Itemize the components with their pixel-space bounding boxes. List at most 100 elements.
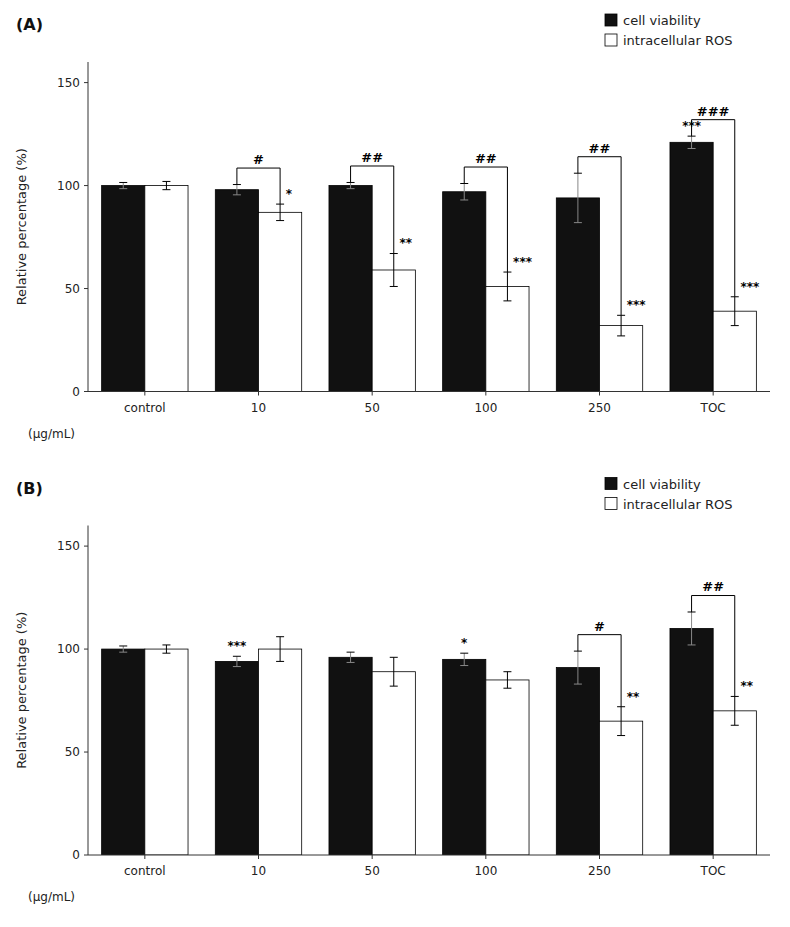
bar — [670, 628, 713, 855]
error-bar — [503, 272, 511, 301]
legend: cell viabilityintracellular ROS — [605, 13, 732, 48]
error-bar — [731, 696, 739, 725]
bracket-leg — [691, 120, 692, 136]
error-cap — [119, 645, 127, 646]
bracket-label: # — [253, 152, 264, 167]
error-line — [577, 651, 578, 684]
bracket-leg — [393, 166, 394, 254]
bracket: ## — [578, 141, 621, 316]
significance-label: *** — [740, 280, 760, 294]
x-tick-label: 10 — [251, 864, 266, 878]
error-cap — [731, 325, 739, 326]
error-bar — [460, 653, 468, 665]
error-bar — [617, 707, 625, 736]
x-axis — [88, 855, 770, 856]
x-tick — [599, 392, 600, 396]
bracket-label: # — [594, 619, 605, 634]
bracket-leg — [280, 168, 281, 204]
x-tick-label: 50 — [365, 401, 380, 415]
significance-label: * — [461, 636, 468, 650]
bar — [145, 186, 188, 392]
bar — [372, 270, 415, 392]
x-tick-label: 100 — [474, 864, 497, 878]
error-cap — [119, 652, 127, 653]
error-line — [236, 185, 237, 195]
error-bar — [347, 182, 355, 188]
error-cap — [617, 735, 625, 736]
y-tick — [84, 855, 88, 856]
error-cap — [162, 644, 170, 645]
marks — [102, 612, 757, 855]
error-bar — [162, 181, 170, 189]
y-tick-label: 50 — [65, 745, 80, 759]
bar — [443, 659, 486, 855]
panel-title: (B) — [16, 479, 43, 498]
error-cap — [233, 194, 241, 195]
bar — [259, 212, 302, 391]
significance-label: ** — [627, 690, 640, 704]
bracket-leg — [691, 596, 692, 612]
error-bar — [347, 652, 355, 662]
x-tick-label: 100 — [474, 401, 497, 415]
bar — [372, 672, 415, 855]
bracket-bar — [578, 634, 621, 635]
legend-label: cell viability — [623, 477, 701, 492]
significance-label: * — [286, 187, 293, 201]
y-tick — [84, 649, 88, 650]
bracket: # — [578, 619, 621, 707]
error-line — [393, 254, 394, 287]
error-cap — [162, 189, 170, 190]
bracket-leg — [577, 157, 578, 173]
error-cap — [276, 661, 284, 662]
bracket-bar — [351, 165, 394, 166]
error-bar — [574, 173, 582, 222]
error-cap — [390, 657, 398, 658]
marks — [102, 136, 757, 391]
error-bar — [390, 657, 398, 686]
x-tick-label: 50 — [365, 864, 380, 878]
y-tick — [84, 185, 88, 186]
error-bar — [460, 184, 468, 200]
error-line — [350, 182, 351, 188]
bracket-leg — [621, 635, 622, 707]
x-axis-label: (μg/mL) — [28, 890, 75, 904]
bar — [215, 190, 258, 392]
x-tick-label: TOC — [700, 401, 726, 415]
y-tick — [84, 82, 88, 83]
bar — [670, 142, 713, 391]
bar — [145, 649, 188, 855]
error-cap — [162, 181, 170, 182]
error-line — [393, 657, 394, 686]
error-bar — [276, 637, 284, 662]
error-cap — [233, 666, 241, 667]
bracket-bar — [237, 168, 280, 169]
error-cap — [574, 222, 582, 223]
x-tick — [713, 392, 714, 396]
annotations: ********### — [227, 579, 753, 706]
error-line — [621, 315, 622, 336]
error-bar — [503, 672, 511, 688]
error-cap — [460, 653, 468, 654]
x-tick — [372, 392, 373, 396]
bar — [102, 649, 145, 855]
bracket: ## — [464, 151, 507, 272]
bar — [486, 680, 529, 855]
error-line — [464, 653, 465, 665]
bar — [486, 286, 529, 391]
chart: 050100150control1050100250TOCRelative pe… — [0, 0, 790, 927]
x-tick-label: control — [124, 401, 166, 415]
y-tick — [84, 546, 88, 547]
error-line — [280, 204, 281, 220]
bracket-leg — [350, 166, 351, 182]
error-line — [166, 645, 167, 653]
bar — [329, 657, 372, 855]
error-cap — [503, 300, 511, 301]
x-tick — [485, 855, 486, 859]
x-tick-label: 250 — [588, 401, 611, 415]
error-line — [280, 637, 281, 662]
bracket: ## — [351, 150, 394, 254]
significance-label: ** — [399, 236, 412, 250]
error-cap — [347, 662, 355, 663]
error-bar — [233, 656, 241, 666]
error-line — [464, 184, 465, 200]
